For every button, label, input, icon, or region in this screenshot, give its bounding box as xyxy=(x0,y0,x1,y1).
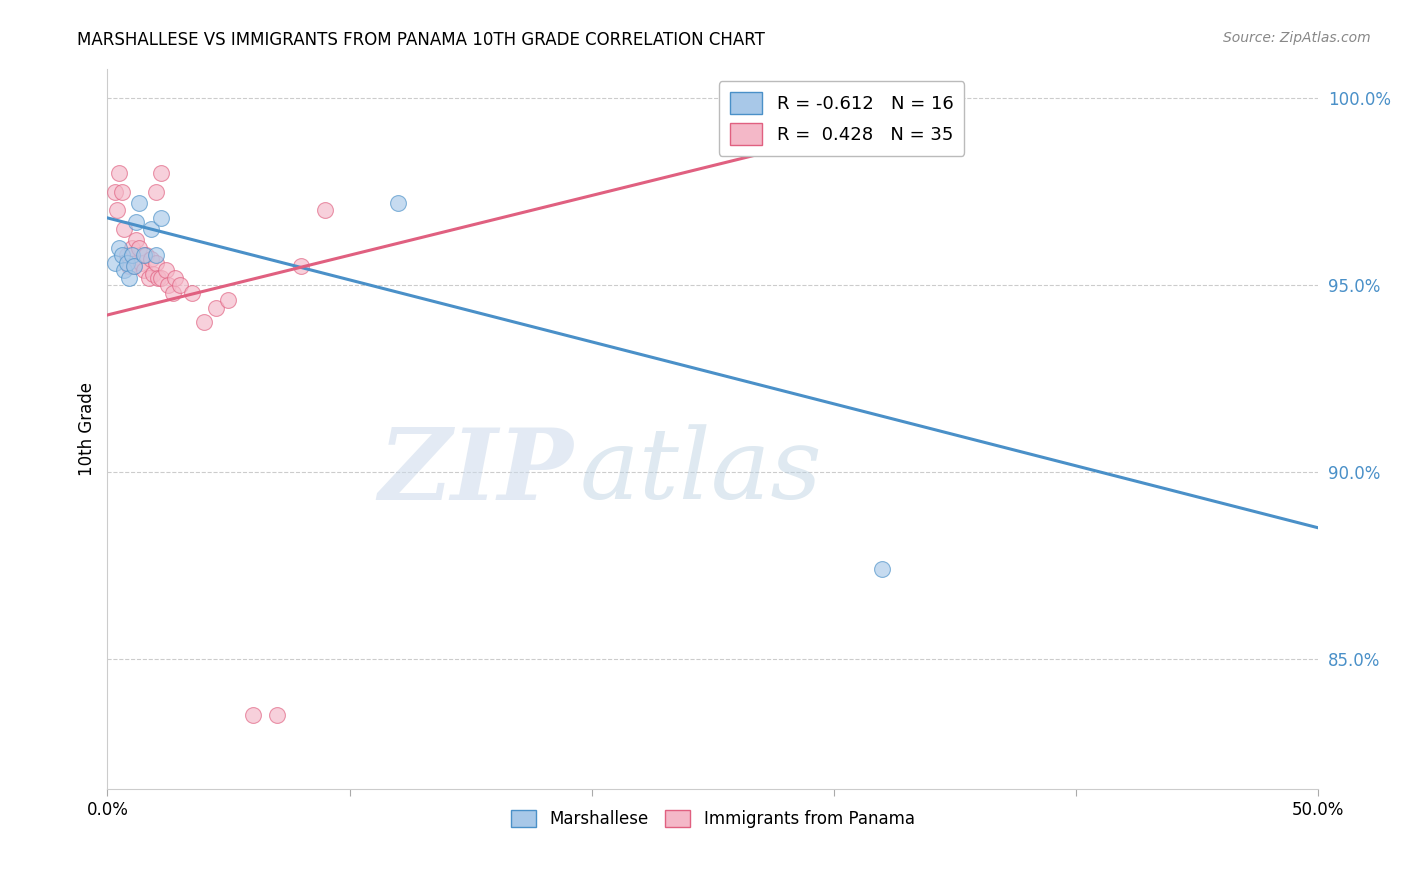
Point xyxy=(142,267,165,281)
Point xyxy=(165,270,187,285)
Point xyxy=(205,301,228,315)
Point xyxy=(149,166,172,180)
Point xyxy=(121,248,143,262)
Point xyxy=(138,270,160,285)
Point xyxy=(104,185,127,199)
Point xyxy=(132,263,155,277)
Point xyxy=(115,256,138,270)
Point xyxy=(128,241,150,255)
Point xyxy=(149,211,172,225)
Text: MARSHALLESE VS IMMIGRANTS FROM PANAMA 10TH GRADE CORRELATION CHART: MARSHALLESE VS IMMIGRANTS FROM PANAMA 10… xyxy=(77,31,765,49)
Text: Source: ZipAtlas.com: Source: ZipAtlas.com xyxy=(1223,31,1371,45)
Point xyxy=(111,185,134,199)
Point xyxy=(104,256,127,270)
Point xyxy=(115,248,138,262)
Point xyxy=(112,222,135,236)
Point xyxy=(156,278,179,293)
Point xyxy=(266,707,288,722)
Point xyxy=(193,315,215,329)
Y-axis label: 10th Grade: 10th Grade xyxy=(79,382,96,475)
Point xyxy=(145,248,167,262)
Point xyxy=(118,270,141,285)
Point xyxy=(217,293,239,307)
Point xyxy=(314,203,336,218)
Point xyxy=(145,185,167,199)
Point xyxy=(145,256,167,270)
Point xyxy=(125,233,148,247)
Point xyxy=(139,252,162,266)
Point xyxy=(139,222,162,236)
Text: atlas: atlas xyxy=(579,425,823,520)
Point xyxy=(129,256,152,270)
Point xyxy=(132,248,155,262)
Point xyxy=(148,270,170,285)
Point xyxy=(125,214,148,228)
Point xyxy=(105,203,128,218)
Point xyxy=(162,285,184,300)
Point xyxy=(169,278,191,293)
Point xyxy=(111,248,134,262)
Legend: Marshallese, Immigrants from Panama: Marshallese, Immigrants from Panama xyxy=(505,804,921,835)
Point xyxy=(108,166,131,180)
Point xyxy=(108,241,131,255)
Point xyxy=(135,248,157,262)
Point xyxy=(872,562,894,576)
Point xyxy=(118,260,141,274)
Point xyxy=(155,263,177,277)
Point xyxy=(112,263,135,277)
Point xyxy=(181,285,204,300)
Point xyxy=(122,260,145,274)
Point xyxy=(387,196,409,211)
Point xyxy=(242,707,264,722)
Point xyxy=(149,270,172,285)
Text: ZIP: ZIP xyxy=(378,424,574,520)
Point xyxy=(122,260,145,274)
Point xyxy=(290,260,312,274)
Point xyxy=(121,241,143,255)
Point xyxy=(128,196,150,211)
